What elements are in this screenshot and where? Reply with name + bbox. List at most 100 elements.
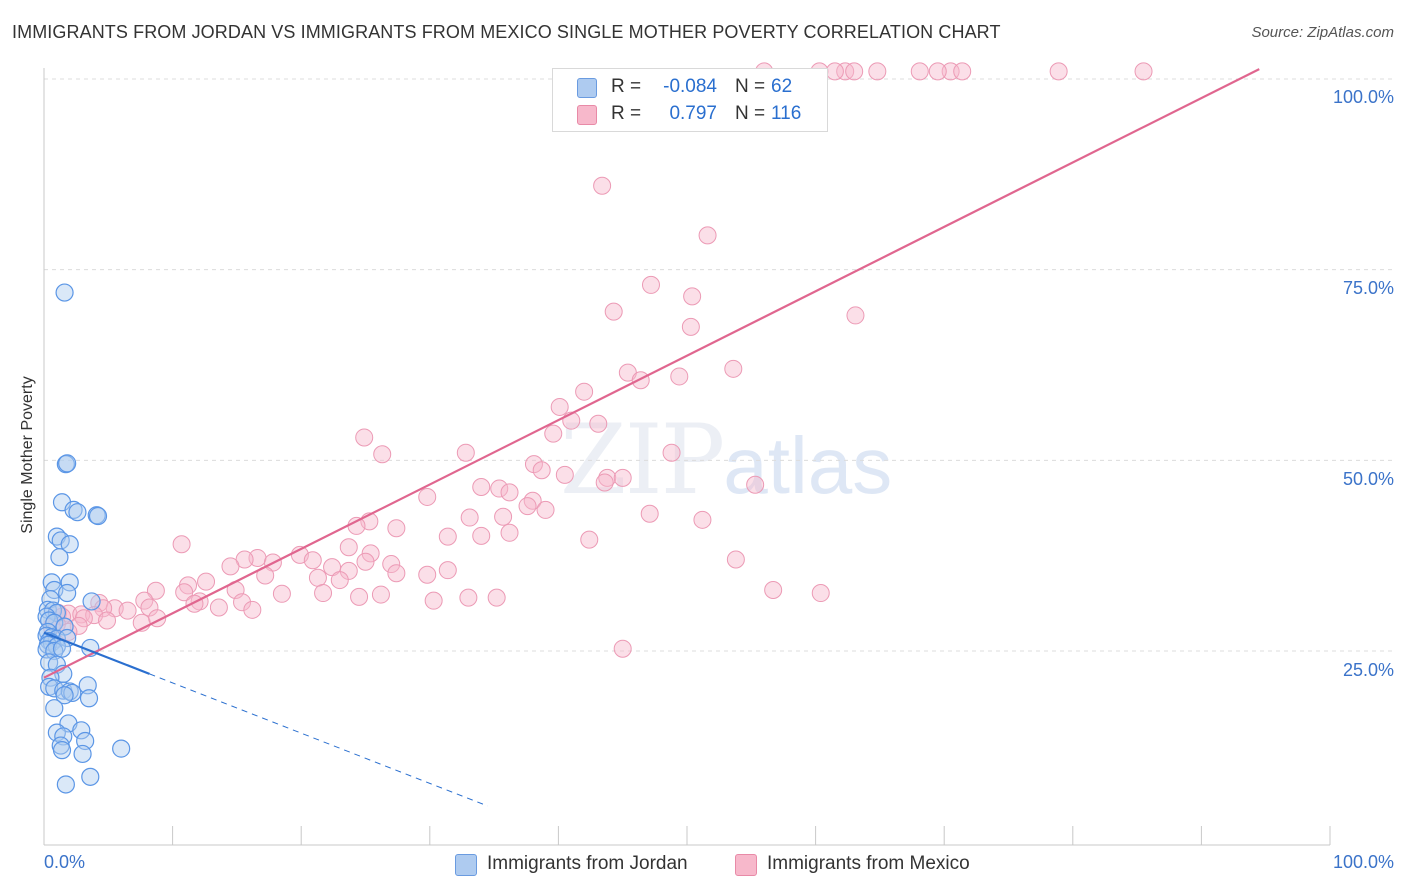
mexico-point <box>438 561 457 580</box>
n-label: N = <box>735 103 766 124</box>
mexico-point <box>693 510 712 529</box>
mexico-point <box>350 587 369 606</box>
watermark-atlas: atlas <box>723 421 893 510</box>
mexico-point <box>140 598 159 617</box>
y-tick-label-100: 100.0% <box>1332 87 1394 107</box>
legend-label-mexico: Immigrants from Mexico <box>767 853 970 874</box>
jordan-point <box>58 454 77 473</box>
mexico-point <box>487 588 506 607</box>
mexico-point <box>356 552 375 571</box>
jordan-trend-line <box>43 631 150 675</box>
jordan-point <box>112 739 131 758</box>
mexico-point <box>604 302 623 321</box>
mexico-point <box>845 62 864 81</box>
r-value-mexico: 0.797 <box>669 103 717 124</box>
mexico-point <box>490 479 509 498</box>
r-value-jordan: -0.084 <box>663 76 717 97</box>
mexico-point <box>589 414 608 433</box>
mexico-point <box>811 584 830 603</box>
jordan-point <box>60 535 79 554</box>
jordan-point <box>88 506 108 526</box>
mexico-point <box>953 62 972 81</box>
jordan-point <box>60 573 79 592</box>
source-credit: Source: ZipAtlas.com <box>1251 24 1394 41</box>
chart-title: IMMIGRANTS FROM JORDAN VS IMMIGRANTS FRO… <box>12 22 1001 42</box>
mexico-point <box>613 639 632 658</box>
jordan-point <box>58 583 77 603</box>
mexico-point <box>825 62 844 81</box>
mexico-point <box>631 371 650 390</box>
mexico-point <box>1134 62 1153 81</box>
mexico-point <box>272 584 291 603</box>
mexico-point <box>613 468 632 487</box>
mexico-point <box>683 287 702 306</box>
mexico-point <box>243 600 262 619</box>
jordan-point <box>45 699 64 718</box>
mexico-point <box>544 424 563 443</box>
mexico-point <box>185 594 204 613</box>
mexico-point <box>746 475 765 494</box>
mexico-point <box>575 382 594 401</box>
mexico-point <box>580 530 599 549</box>
r-label: R = <box>611 103 642 124</box>
mexico-point <box>418 565 437 584</box>
mexico-point <box>910 62 929 81</box>
mexico-point <box>836 62 855 81</box>
mexico-point <box>595 473 614 492</box>
y-tick-label-75: 75.0% <box>1342 278 1394 298</box>
n-label: N = <box>735 76 766 97</box>
mexico-point <box>555 465 574 484</box>
mexico-point <box>371 585 390 604</box>
mexico-point <box>460 508 479 527</box>
jordan-point <box>68 503 87 522</box>
mexico-point <box>382 555 401 574</box>
mexico-point <box>361 544 380 563</box>
mexico-point <box>303 551 322 570</box>
mexico-point <box>69 616 88 635</box>
watermark-zip: ZIP <box>560 404 725 516</box>
jordan-point <box>55 686 74 705</box>
mexico-point <box>724 359 743 378</box>
jordan-point <box>73 744 92 764</box>
mexico-point <box>424 591 443 610</box>
mexico-point <box>500 483 519 502</box>
y-tick-label-25: 25.0% <box>1342 660 1394 680</box>
legend-row-jordan: R = -0.084 N = 62 <box>553 74 827 101</box>
mexico-point <box>456 443 475 462</box>
mexico-point <box>500 523 519 542</box>
mexico-point <box>846 306 865 325</box>
mexico-point <box>459 588 478 607</box>
mexico-point <box>494 507 513 526</box>
mexico-point <box>314 584 333 603</box>
jordan-point <box>87 506 106 525</box>
mexico-point <box>764 580 783 599</box>
jordan-point <box>82 592 101 611</box>
jordan-point <box>78 676 97 695</box>
mexico-point <box>118 601 137 620</box>
legend-label-jordan: Immigrants from Jordan <box>487 853 688 874</box>
mexico-point <box>518 497 537 516</box>
mexico-point <box>175 583 194 602</box>
jordan-point <box>52 741 72 760</box>
mexico-point <box>98 611 117 630</box>
mexico-point <box>726 550 745 569</box>
mexico-point <box>172 535 191 554</box>
jordan-point <box>55 283 74 302</box>
mexico-point <box>94 599 113 618</box>
jordan-point <box>56 775 75 794</box>
n-value-mexico: 116 <box>771 103 802 124</box>
watermark: ZIPatlas <box>560 404 892 516</box>
mexico-point <box>550 397 569 416</box>
mexico-point <box>472 478 491 497</box>
x-tick-label-100: 100.0% <box>1332 852 1394 872</box>
mexico-point <box>308 568 327 587</box>
mexico-point <box>532 461 551 480</box>
mexico-point <box>355 428 374 447</box>
mexico-point <box>681 317 700 336</box>
mexico-point <box>536 500 555 519</box>
legend-swatch-jordan <box>455 854 477 876</box>
mexico-point <box>472 526 491 545</box>
mexico-point <box>330 571 349 590</box>
mexico-point <box>197 572 216 591</box>
